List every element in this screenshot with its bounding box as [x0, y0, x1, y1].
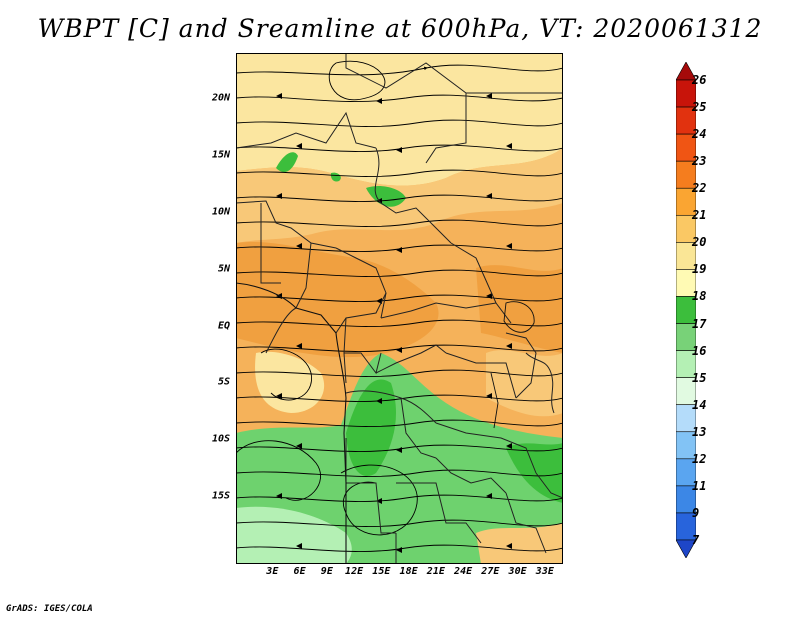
lake-shape — [503, 301, 535, 333]
colorbar-label: 18 — [692, 289, 707, 304]
longitude-axis: 3E 6E 9E 12E 15E 18E 21E 24E 27E 30E 33E — [236, 566, 563, 582]
colorbar-label: 15 — [692, 370, 707, 385]
lon-tick-label: 6E — [293, 566, 306, 577]
lon-tick-label: 15E — [372, 566, 391, 577]
field-pale-north — [236, 53, 563, 186]
colorbar-label: 9 — [692, 505, 700, 520]
lat-tick-label: 20N — [211, 92, 230, 104]
colorbar-label: 20 — [692, 235, 707, 250]
colorbar — [676, 62, 696, 558]
lon-tick-label: 21E — [426, 566, 445, 577]
field-light-ea — [486, 350, 563, 417]
lake-tanganyika — [490, 372, 499, 429]
lon-tick-label: 18E — [399, 566, 418, 577]
colorbar-label: 16 — [692, 343, 707, 358]
lon-tick-label: 30E — [508, 566, 527, 577]
latitude-axis: 20N 15N 10N 5N EQ 5S 10S 15S — [0, 0, 236, 618]
colorbar-label: 7 — [692, 533, 700, 547]
country-borders — [236, 53, 563, 564]
colorbar-swatch — [676, 539, 696, 558]
field-green-sahel-3 — [330, 172, 341, 182]
streamlines — [236, 60, 563, 552]
colorbar-label: 22 — [692, 181, 707, 196]
field-pale-sw-coast — [476, 523, 563, 564]
field-green-sahel-2 — [366, 186, 406, 207]
lat-tick-label: 15S — [211, 490, 230, 502]
field-green-sahel-1 — [276, 152, 298, 173]
lon-tick-label: 24E — [454, 566, 473, 577]
colorbar-label: 24 — [692, 127, 707, 142]
coastline — [236, 282, 347, 564]
field-green-south — [236, 353, 563, 564]
lon-tick-label: 9E — [320, 566, 333, 577]
lat-tick-label: 10S — [211, 433, 230, 445]
lon-tick-label: 33E — [535, 566, 554, 577]
colorbar-label: 25 — [692, 100, 707, 115]
lon-tick-label: 3E — [266, 566, 279, 577]
colorbar-label: 19 — [692, 262, 707, 277]
field-green-dark-east — [506, 443, 563, 503]
grads-credit: GrADS: IGES/COLA — [6, 604, 93, 614]
field-warm-east — [476, 265, 563, 353]
lat-tick-label: 5S — [217, 376, 230, 388]
map-title: WBPT [C] and Sreamline at 600hPa, VT: 20… — [37, 14, 763, 43]
colorbar-label: 13 — [692, 424, 707, 439]
lat-tick-label: 15N — [211, 149, 230, 161]
colorbar-label: 14 — [692, 397, 707, 412]
lat-tick-label: 10N — [211, 206, 230, 218]
colorbar-label: 21 — [692, 208, 707, 223]
colorbar-label: 11 — [692, 478, 707, 493]
lon-tick-label: 27E — [481, 566, 500, 577]
lat-tick-label: EQ — [217, 320, 230, 332]
colorbar-label: 26 — [692, 73, 707, 87]
lat-tick-label: 5N — [217, 263, 230, 275]
field-green-light-sw — [236, 506, 352, 564]
map-frame — [236, 53, 563, 564]
field-warm-band — [236, 241, 439, 358]
lon-tick-label: 12E — [345, 566, 364, 577]
colorbar-label: 17 — [692, 316, 707, 331]
colorbar-label: 23 — [692, 154, 707, 169]
colorbar-label: 12 — [692, 451, 707, 466]
map-panel[interactable] — [236, 53, 563, 564]
